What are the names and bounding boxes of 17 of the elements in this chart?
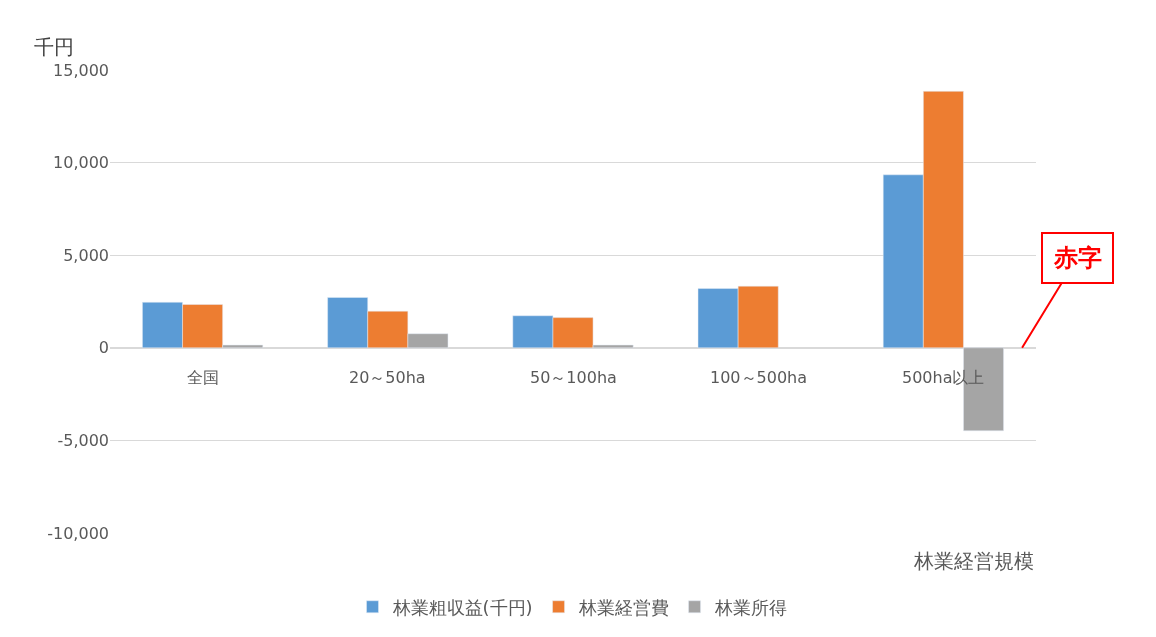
y-tick-label: -5,000 bbox=[57, 431, 109, 450]
y-tick-label: 0 bbox=[98, 338, 109, 358]
x-tick-label: 20～50ha bbox=[349, 368, 426, 387]
y-tick-label: 15,000 bbox=[53, 60, 109, 80]
x-tick-label: 500ha以上 bbox=[902, 368, 985, 387]
x-axis-title: 林業経営規模 bbox=[913, 549, 1034, 573]
y-tick-label: -10,000 bbox=[47, 523, 109, 543]
legend-label: 林業所得 bbox=[713, 596, 787, 618]
text: 赤字 bbox=[1053, 244, 1102, 272]
x-tick-label: 全国 bbox=[187, 368, 219, 387]
y-tick-label: 5,000 bbox=[63, 245, 109, 265]
y-axis-title: 千円 bbox=[34, 35, 74, 59]
y-tick-label: 10,000 bbox=[53, 153, 109, 173]
x-tick-label: 50～100ha bbox=[530, 368, 617, 387]
x-tick-label: 100～500ha bbox=[710, 368, 808, 387]
legend-label: 林業経営費 bbox=[577, 596, 669, 618]
legend-label: 林業粗収益(千円) bbox=[391, 596, 533, 618]
